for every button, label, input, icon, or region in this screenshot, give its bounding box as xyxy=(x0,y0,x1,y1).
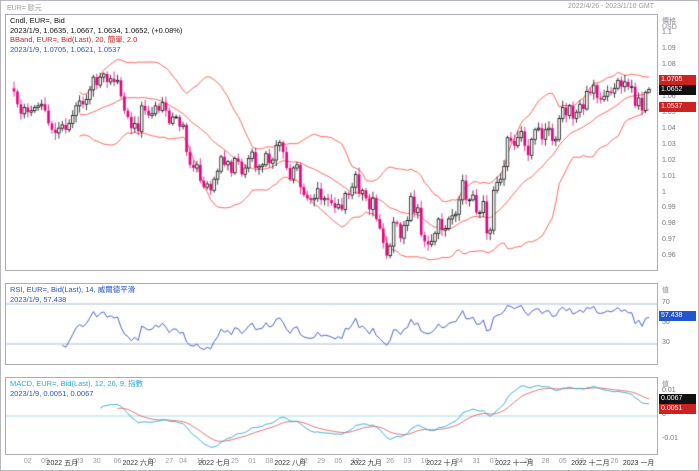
price-axis-tick: 0.99 xyxy=(662,204,676,212)
x-axis-day-tick: 29 xyxy=(317,458,326,465)
price-axis-tick: 1.09 xyxy=(662,45,676,53)
rsi-axis-tick: 50 xyxy=(662,319,670,326)
x-axis-day-tick: 25 xyxy=(230,458,239,465)
x-axis-day-tick: 10 xyxy=(420,458,429,465)
price-axis-value-tag: 1.0537 xyxy=(659,101,696,112)
x-axis-day-tick: 01 xyxy=(248,458,257,465)
price-axis-tick: 1.08 xyxy=(662,61,676,68)
main-price-panel: Cndl, EUR=, Bid 2023/1/9, 1.0635, 1.0667… xyxy=(5,14,658,271)
x-axis-day-tick: 09 xyxy=(41,458,49,465)
price-axis-tick: 1.02 xyxy=(662,156,676,164)
rsi-axis-title: 值 xyxy=(662,287,669,294)
rsi-legend[interactable]: RSI, EUR=, Bid(Last), 14, 威爾德平滑 2023/1/9… xyxy=(10,285,135,304)
macd-values-line: 2023/1/9, 0.0051, 0.0067 xyxy=(10,388,94,398)
macd-axis-value-tag: 0.0067 xyxy=(659,394,696,405)
price-axis-tick: 1.06 xyxy=(662,92,676,100)
x-axis-day-tick: 05 xyxy=(334,458,343,465)
x-axis-day-tick: 03 xyxy=(403,458,412,465)
x-axis-month-label: 2022 五月 xyxy=(46,460,79,467)
x-axis-day-tick: 04 xyxy=(179,458,187,465)
macd-panel: MACD, EUR=, Bid(Last), 12, 26, 9, 指數 202… xyxy=(5,377,658,455)
candle-legend-line[interactable]: Cndl, EUR=, Bid xyxy=(10,16,65,25)
price-axis-tick: 1.01 xyxy=(662,172,676,180)
x-axis-day-tick: 20 xyxy=(148,458,156,465)
x-axis-month-label: 2022 七月 xyxy=(198,460,230,467)
price-axis-value-tag: 1.0705 xyxy=(659,75,696,86)
x-axis-day-tick: 23 xyxy=(75,458,84,465)
x-axis-day-tick: 24 xyxy=(455,458,464,465)
x-axis-day-tick: 22 xyxy=(299,458,308,465)
x-axis-day-tick: 31 xyxy=(472,458,481,465)
x-axis-month-label: 2023 一月 xyxy=(622,460,655,467)
macd-axis-tick: 0 xyxy=(662,411,666,418)
rsi-chart-canvas[interactable] xyxy=(6,284,657,364)
macd-axis-tick: 0.01 xyxy=(662,387,676,395)
instrument-label: EUR= 歐元 xyxy=(7,5,42,12)
x-axis-month-label: 2022 六月 xyxy=(122,460,154,467)
x-axis-month-label: 2022 十一月 xyxy=(495,460,534,467)
x-axis-day-tick: 05 xyxy=(558,458,567,465)
price-axis-tick: 0.96 xyxy=(662,252,676,260)
macd-legend-line[interactable]: MACD, EUR=, Bid(Last), 12, 26, 9, 指數 xyxy=(10,379,144,388)
macd-axis-title: 值 xyxy=(662,381,669,388)
main-chart-canvas[interactable] xyxy=(6,15,657,270)
rsi-values-line: 2023/1/9, 57.438 xyxy=(10,294,67,304)
macd-legend[interactable]: MACD, EUR=, Bid(Last), 12, 26, 9, 指數 202… xyxy=(10,379,143,398)
x-axis-day-tick: 28 xyxy=(541,458,550,465)
bband-values-line: 2023/1/9, 1.0705, 1.0621, 1.0537 xyxy=(10,44,121,54)
x-axis-day-tick: 02 xyxy=(23,458,32,465)
rsi-legend-line[interactable]: RSI, EUR=, Bid(Last), 14, 威爾德平滑 xyxy=(10,285,136,294)
x-axis-day-tick: 12 xyxy=(351,458,360,465)
price-axis-tick: 1.1 xyxy=(662,29,672,37)
price-axis-tick: 1 xyxy=(662,188,666,196)
price-axis-tick: 1.03 xyxy=(662,140,676,148)
x-axis-day-tick: 07 xyxy=(489,458,498,465)
x-axis-day-tick: 27 xyxy=(165,458,174,465)
main-legend[interactable]: Cndl, EUR=, Bid 2023/1/9, 1.0635, 1.0667… xyxy=(10,16,182,54)
x-axis-day-tick: 26 xyxy=(610,458,619,465)
x-axis-day-tick: 12 xyxy=(576,458,584,465)
price-axis-title: 價格 xyxy=(662,18,676,25)
price-axis-value-tag: 1.0652 xyxy=(659,85,696,96)
rsi-axis-tick: 30 xyxy=(662,339,670,346)
price-axis-tick: 0.98 xyxy=(662,220,676,228)
x-axis-day-tick: 06 xyxy=(113,458,122,465)
price-axis-tick: 1.04 xyxy=(662,124,676,132)
macd-axis-tick: -0.01 xyxy=(662,434,678,442)
bband-legend-line[interactable]: BBand, EUR=, Bid(Last), 20, 簡單, 2.0 xyxy=(10,35,138,44)
x-axis-month-label: 2022 十二月 xyxy=(571,460,610,467)
price-axis-unit: USD xyxy=(662,24,677,31)
x-axis-month-label: 2022 十月 xyxy=(426,460,458,467)
x-axis-day-tick: 11 xyxy=(196,458,204,465)
macd-chart-canvas[interactable] xyxy=(6,378,657,454)
x-axis-day-tick: 30 xyxy=(92,458,101,465)
chart-top-bar: EUR= 歐元 2022/4/26 - 2023/1/10 GMT xyxy=(1,1,698,13)
x-axis-day-tick: 21 xyxy=(524,458,533,465)
date-range-label: 2022/4/26 - 2023/1/10 GMT xyxy=(568,3,654,10)
x-axis-month-label: 2022 八月 xyxy=(274,460,306,467)
rsi-panel: RSI, EUR=, Bid(Last), 14, 威爾德平滑 2023/1/9… xyxy=(5,283,658,365)
x-axis-month-label: 2022 九月 xyxy=(350,460,382,467)
price-axis-tick: 1.05 xyxy=(662,108,676,116)
x-axis-day-tick: 08 xyxy=(265,458,274,465)
rsi-axis-tick: 70 xyxy=(662,299,670,306)
candle-values-line: 2023/1/9, 1.0635, 1.0667, 1.0634, 1.0652… xyxy=(10,25,183,35)
macd-axis-value-tag: 0.0051 xyxy=(659,404,696,415)
price-axis-tick: 0.97 xyxy=(662,236,676,244)
rsi-axis-value-tag: 57.438 xyxy=(659,310,696,321)
x-axis-day-tick: 26 xyxy=(386,458,395,465)
